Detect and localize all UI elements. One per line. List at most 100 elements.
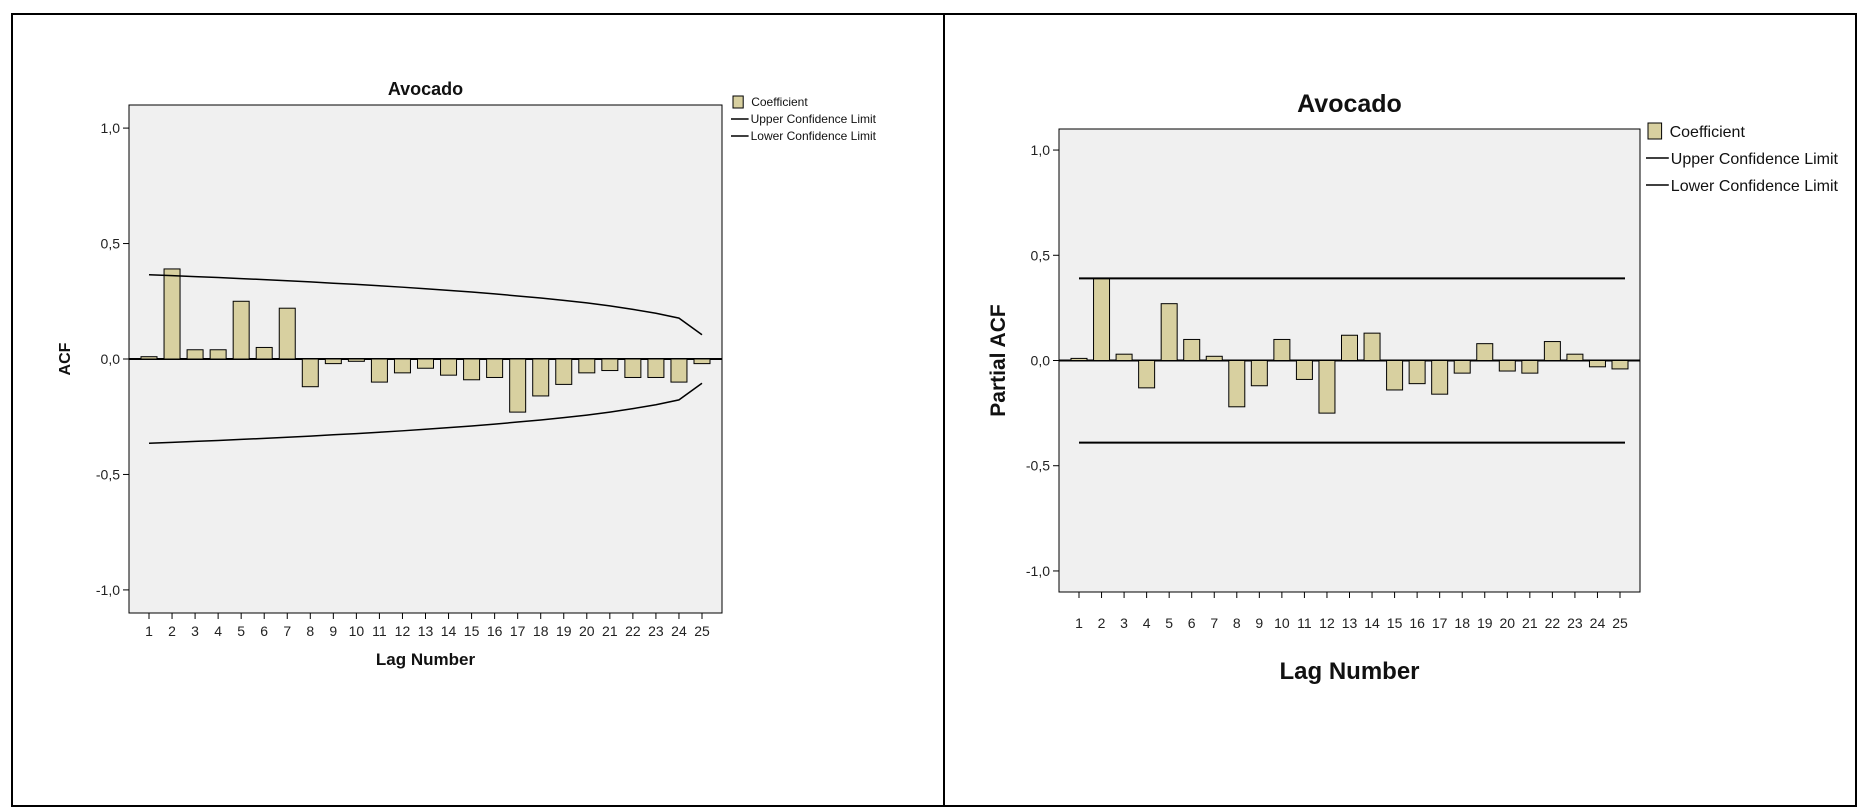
chart1-xtick-label: 24 <box>671 623 687 639</box>
chart2-xtick-label: 19 <box>1477 615 1493 631</box>
chart2-bar <box>1295 360 1313 380</box>
chart1-bar <box>555 358 573 385</box>
chart1-bar <box>209 349 227 360</box>
chart2-legend-label: Coefficient <box>1670 124 1746 141</box>
chart2-ytick-label: -0,5 <box>1026 458 1050 474</box>
chart2-xtick-label: 16 <box>1409 615 1425 631</box>
chart2-xtick-label: 15 <box>1387 615 1403 631</box>
chart1-xtick-label: 9 <box>329 623 337 639</box>
chart2-title: Avocado <box>1297 90 1402 118</box>
chart2-xtick-label: 20 <box>1500 615 1516 631</box>
chart2-xtick-label: 24 <box>1590 615 1606 631</box>
chart1-xtick-label: 23 <box>648 623 664 639</box>
chart2-ytick-label: -1,0 <box>1026 563 1050 579</box>
chart1-bar <box>324 358 342 365</box>
chart2-xtick-label: 18 <box>1454 615 1470 631</box>
chart2-xtick-label: 11 <box>1297 615 1312 631</box>
chart1-xtick-label: 2 <box>168 623 176 639</box>
chart1-xtick-label: 4 <box>214 623 222 639</box>
chart2-xtick-label: 9 <box>1255 615 1263 631</box>
chart1-xtick-label: 17 <box>510 623 526 639</box>
chart1-bar <box>532 358 550 397</box>
chart2-ytick-label: 1,0 <box>1031 142 1051 158</box>
chart1-xtick-label: 14 <box>441 623 457 639</box>
chart2-legend-label: Upper Confidence Limit <box>1671 151 1839 168</box>
chart2-bar <box>1093 277 1111 361</box>
chart2-bar <box>1183 338 1201 362</box>
chart1-bar <box>255 346 273 360</box>
chart2-bar <box>1273 338 1291 362</box>
chart1-xtick-label: 5 <box>237 623 245 639</box>
chart1-xtick-label: 10 <box>349 623 365 639</box>
chart1-lower-confidence-line <box>148 382 703 445</box>
chart1-xtick-label: 19 <box>556 623 572 639</box>
chart2-bar <box>1386 360 1404 391</box>
chart1-bar <box>647 358 665 378</box>
chart2-xtick-label: 3 <box>1120 615 1128 631</box>
chart2-bar <box>1341 334 1358 361</box>
chart2-xtick-label: 21 <box>1522 615 1538 631</box>
chart1-xtick-label: 11 <box>372 623 387 639</box>
chart1-bar <box>393 358 411 374</box>
chart1-xtick-label: 22 <box>625 623 641 639</box>
chart1-bar <box>417 358 434 369</box>
chart2-xlabel: Lag Number <box>1279 658 1419 685</box>
chart1-xtick-label: 6 <box>260 623 268 639</box>
chart2-bar <box>1205 355 1223 362</box>
chart2-xtick-label: 12 <box>1319 615 1335 631</box>
chart2-legend-label: Lower Confidence Limit <box>1671 178 1839 195</box>
chart2-bar <box>1250 360 1268 387</box>
chart2-xtick-label: 13 <box>1342 615 1358 631</box>
chart2-bar <box>1453 360 1471 374</box>
chart1-bar <box>624 358 642 378</box>
chart1-title: Avocado <box>388 79 463 99</box>
chart1-xtick-label: 15 <box>464 623 480 639</box>
chart1-ytick-label: 0,5 <box>101 236 121 252</box>
chart2-bar <box>1431 360 1449 395</box>
chart2-xtick-label: 17 <box>1432 615 1448 631</box>
chart1-bar <box>693 358 711 365</box>
chart1-xtick-label: 8 <box>306 623 314 639</box>
chart2-xtick-label: 4 <box>1143 615 1151 631</box>
chart1-bar <box>486 358 504 378</box>
chart2-bar <box>1138 360 1156 389</box>
chart1-xtick-label: 25 <box>694 623 710 639</box>
chart1-xtick-label: 21 <box>602 623 618 639</box>
chart2-bar <box>1498 360 1516 372</box>
chart1-legend-label: Lower Confidence Limit <box>751 129 877 143</box>
chart1-xtick-label: 7 <box>283 623 291 639</box>
chart2-xtick-label: 23 <box>1567 615 1583 631</box>
chart1-bar <box>232 300 250 360</box>
chart2-xtick-label: 2 <box>1098 615 1106 631</box>
chart2-bar <box>1408 360 1426 385</box>
chart2-bar <box>1363 332 1381 361</box>
chart2-ytick-label: 0,5 <box>1031 247 1051 263</box>
chart2-xtick-label: 1 <box>1075 615 1083 631</box>
chart2-ylabel: Partial ACF <box>987 304 1010 417</box>
chart1-xtick-label: 12 <box>395 623 411 639</box>
chart1-xlabel: Lag Number <box>376 650 476 669</box>
chart2-bar <box>1566 353 1584 362</box>
chart2-xtick-label: 5 <box>1165 615 1173 631</box>
chart1-bar <box>186 349 204 360</box>
chart1-legend-label: Coefficient <box>751 95 808 109</box>
chart2-xtick-label: 6 <box>1188 615 1196 631</box>
chart1-xtick-label: 18 <box>533 623 549 639</box>
chart2-ytick-label: 0,0 <box>1031 353 1051 369</box>
chart1-bar <box>163 268 181 360</box>
panel-divider <box>943 13 945 807</box>
chart2-bar <box>1611 360 1629 370</box>
chart1-bar <box>578 358 596 374</box>
chart2-bar <box>1318 360 1336 414</box>
chart1-bar <box>140 356 158 360</box>
chart1-upper-confidence-line <box>148 273 703 336</box>
chart1-ytick-label: 1,0 <box>101 120 121 136</box>
chart2-bar <box>1521 360 1539 374</box>
chart1-ytick-label: 0,0 <box>101 351 121 367</box>
chart1-ytick-label: -1,0 <box>96 582 120 598</box>
chart2-xtick-label: 25 <box>1612 615 1628 631</box>
chart1-ylabel: ACF <box>57 342 74 375</box>
chart2-xtick-label: 7 <box>1210 615 1218 631</box>
chart1-xtick-label: 20 <box>579 623 595 639</box>
